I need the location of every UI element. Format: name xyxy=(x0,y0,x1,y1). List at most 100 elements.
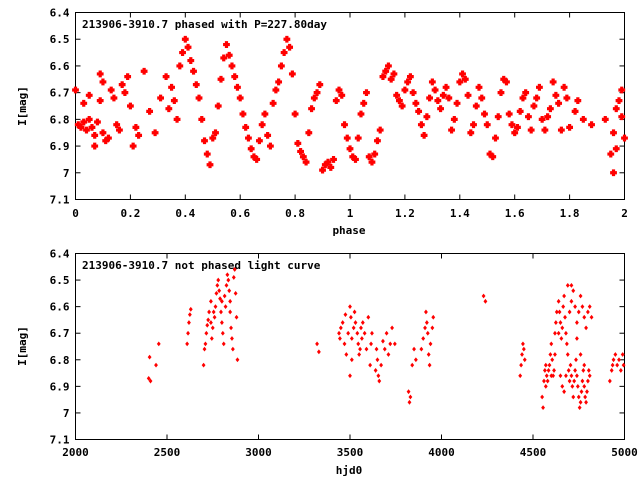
phased-data-point xyxy=(245,134,252,142)
phased-data-point xyxy=(220,54,228,62)
unphased-data-point xyxy=(343,312,348,318)
phased-data-point xyxy=(99,129,107,137)
unphased-data-point xyxy=(222,293,227,299)
unphased-data-point xyxy=(540,394,545,400)
unphased-data-point xyxy=(565,352,570,357)
phased-data-point xyxy=(299,153,307,161)
unphased-data-points xyxy=(146,267,626,411)
phased-data-point xyxy=(338,91,346,99)
unphased-data-point xyxy=(204,330,209,336)
unphased-y-tick-label: 7.1 xyxy=(50,434,70,447)
phased-data-point xyxy=(308,105,315,113)
phased-data-point xyxy=(442,83,450,91)
phased-data-point xyxy=(612,145,620,153)
phased-data-point xyxy=(165,105,173,113)
phased-data-point xyxy=(475,83,483,91)
phased-data-point xyxy=(437,105,444,113)
unphased-data-point xyxy=(578,352,583,357)
phased-data-point xyxy=(96,70,104,78)
phased-data-point xyxy=(173,115,181,123)
phased-data-point xyxy=(390,70,398,78)
phased-data-point xyxy=(124,73,132,81)
unphased-data-point xyxy=(349,336,354,341)
phased-x-tick-label: 0.8 xyxy=(285,207,305,220)
unphased-data-point xyxy=(553,352,557,357)
phased-data-point xyxy=(99,78,107,86)
phased-data-point xyxy=(382,67,390,75)
unphased-data-point xyxy=(230,346,235,352)
unphased-data-point xyxy=(576,309,581,315)
unphased-data-point xyxy=(154,362,158,368)
phased-data-point xyxy=(420,131,428,139)
phased-data-point xyxy=(212,129,219,137)
phased-data-point xyxy=(621,134,628,142)
phased-data-point xyxy=(538,115,546,123)
unphased-data-point xyxy=(392,341,397,347)
unphased-data-point xyxy=(214,290,219,296)
unphased-data-point xyxy=(546,368,551,373)
phased-data-point xyxy=(607,150,615,158)
unphased-data-point xyxy=(575,373,579,379)
unphased-data-point xyxy=(567,378,572,384)
unphased-light-curve-panel: 213906-3910.7 not phased light curve hjd… xyxy=(16,248,638,478)
unphased-data-point xyxy=(219,298,224,304)
unphased-data-point xyxy=(567,309,572,315)
unphased-data-point xyxy=(340,320,345,325)
phased-data-point xyxy=(168,83,175,91)
phased-x-tick-label: 1.4 xyxy=(450,207,470,220)
unphased-data-point xyxy=(607,378,612,384)
phased-data-point xyxy=(118,81,126,89)
unphased-data-point xyxy=(609,368,614,373)
unphased-data-point xyxy=(556,298,561,304)
phased-data-point xyxy=(453,99,461,107)
phased-data-point xyxy=(256,137,263,145)
unphased-data-point xyxy=(229,325,233,331)
unphased-data-point xyxy=(518,373,523,379)
phased-data-point xyxy=(546,105,554,113)
unphased-data-point xyxy=(233,290,238,296)
unphased-data-point xyxy=(430,325,435,331)
unphased-data-point xyxy=(209,298,213,304)
phased-data-point xyxy=(231,73,239,81)
phased-data-point xyxy=(170,97,178,105)
unphased-data-point xyxy=(585,378,590,384)
phased-data-point xyxy=(288,70,296,78)
phased-data-point xyxy=(511,129,519,137)
phased-data-point xyxy=(105,134,112,142)
phased-data-point xyxy=(250,153,258,161)
phased-data-point xyxy=(434,97,442,105)
unphased-data-point xyxy=(384,330,389,336)
unphased-y-tick-label: 6.9 xyxy=(50,380,70,393)
unphased-data-point xyxy=(560,325,565,331)
phased-data-point xyxy=(478,94,486,102)
unphased-data-point xyxy=(565,282,570,288)
phased-data-point xyxy=(146,107,154,115)
unphased-data-point xyxy=(202,346,207,352)
phased-data-point xyxy=(579,115,587,123)
phased-data-point xyxy=(330,156,337,163)
unphased-data-point xyxy=(547,362,552,368)
phased-data-point xyxy=(503,78,510,86)
phased-data-point xyxy=(352,156,359,163)
unphased-data-point xyxy=(348,304,352,310)
unphased-data-point xyxy=(425,330,430,336)
phased-data-point xyxy=(514,123,521,131)
phased-data-point xyxy=(85,115,93,123)
phased-data-point xyxy=(269,99,277,107)
unphased-data-point xyxy=(519,362,524,368)
phased-data-point xyxy=(266,142,274,150)
unphased-data-point xyxy=(358,346,362,352)
phased-data-point xyxy=(404,78,412,86)
phased-data-point xyxy=(423,113,431,121)
phased-plot-title: 213906-3910.7 phased with P=227.80day xyxy=(82,18,327,31)
phased-data-point xyxy=(544,113,552,121)
phased-y-tick-label: 7.1 xyxy=(50,194,70,207)
unphased-data-point xyxy=(186,330,190,336)
phased-data-point xyxy=(431,86,439,94)
unphased-data-point xyxy=(554,309,559,315)
unphased-data-point xyxy=(215,282,220,288)
unphased-data-point xyxy=(357,352,362,357)
unphased-data-point xyxy=(187,320,191,325)
unphased-data-point xyxy=(407,399,412,405)
phased-data-point xyxy=(360,99,368,107)
